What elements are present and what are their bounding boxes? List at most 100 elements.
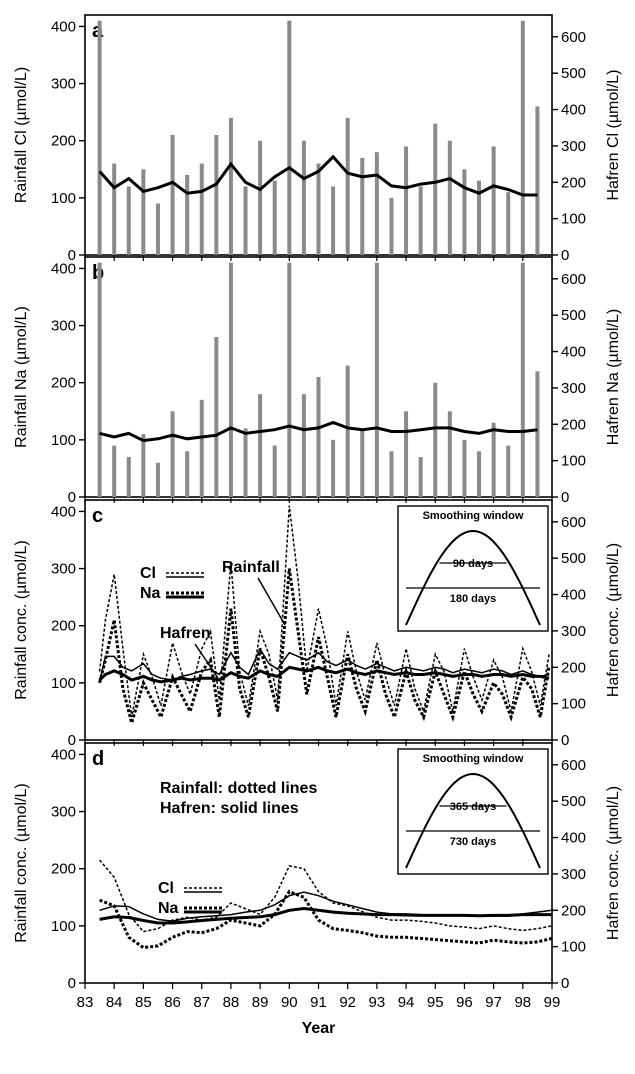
- x-axis-label: Year: [302, 1020, 336, 1037]
- right-tick-label: 400: [561, 344, 586, 361]
- rainfall-bar: [112, 445, 117, 497]
- right-tick-label: 600: [561, 29, 586, 46]
- left-tick-label: 100: [51, 432, 76, 449]
- x-tick-label: 84: [106, 994, 123, 1011]
- rainfall-bar: [389, 197, 394, 255]
- right-tick-label: 100: [561, 211, 586, 228]
- smoothing-window-inset: Smoothing window 365 days 730 days: [397, 748, 549, 875]
- left-axis-label: Rainfall conc. (µmol/L): [13, 540, 30, 700]
- inset-outer-label: 180 days: [450, 593, 496, 605]
- right-tick-label: 600: [561, 514, 586, 531]
- rainfall-bar: [155, 462, 160, 497]
- rainfall-bar: [141, 169, 146, 255]
- right-axis-label: Hafren Cl (µmol/L): [605, 69, 622, 200]
- panel-b: 0 100 200 300 400 0 100 200 300 400 500 600 Rainfall…: [13, 256, 622, 506]
- plot-area: [97, 262, 540, 497]
- rainfall-bar: [126, 457, 131, 497]
- inset-outer-label: 730 days: [450, 836, 496, 848]
- x-tick-label: 98: [514, 994, 531, 1011]
- rainfall-bar: [535, 371, 540, 497]
- rainfall-bar: [447, 411, 452, 497]
- x-tick-label: 97: [485, 994, 502, 1011]
- inset-inner-label: 90 days: [453, 558, 493, 570]
- rainfall-bar: [345, 365, 350, 497]
- left-tick-label: 300: [51, 318, 76, 335]
- rainfall-bar: [258, 394, 263, 497]
- x-tick-label: 96: [456, 994, 473, 1011]
- plot-area: [97, 20, 540, 255]
- rainfall-bar: [228, 262, 233, 497]
- series-line-rainfall-na: [99, 889, 552, 950]
- rainfall-bar: [272, 445, 277, 497]
- rainfall-bar: [199, 163, 204, 255]
- left-tick-label: 0: [68, 247, 76, 264]
- rainfall-bar: [214, 337, 219, 497]
- rainfall-bar: [477, 180, 482, 255]
- series-line-hafren-na: [98, 665, 550, 684]
- rainfall-bar: [462, 439, 467, 497]
- rainfall-bar: [360, 157, 365, 255]
- rainfall-bar: [404, 146, 409, 255]
- left-tick-label: 400: [51, 503, 76, 520]
- panel-d: 0 100 200 300 400 0 100 200 300 400 500 600 Rainfall…: [13, 742, 622, 1037]
- rainfall-bar: [491, 422, 496, 497]
- annotation-arrow: [257, 577, 286, 626]
- series-line-hafren-na: [99, 906, 552, 925]
- left-tick-label: 400: [51, 260, 76, 277]
- rainfall-bar: [331, 186, 336, 255]
- legend-label: Na: [158, 900, 179, 917]
- right-tick-label: 400: [561, 102, 586, 119]
- rainfall-bar: [185, 175, 190, 255]
- annotation-rainfall: Rainfall: [222, 559, 280, 576]
- rainfall-bar: [97, 20, 102, 255]
- rainfall-bar: [462, 169, 467, 255]
- rainfall-bar: [535, 106, 540, 255]
- left-tick-label: 0: [68, 489, 76, 506]
- x-tick-label: 94: [398, 994, 415, 1011]
- rainfall-bar: [520, 20, 525, 255]
- left-axis-label: Rainfall Cl (µmol/L): [13, 67, 30, 203]
- right-tick-label: 100: [561, 696, 586, 713]
- right-tick-label: 600: [561, 271, 586, 288]
- right-tick-label: 400: [561, 830, 586, 847]
- rainfall-bar: [243, 428, 248, 497]
- rainfall-bar: [447, 140, 452, 255]
- x-tick-label: 87: [193, 994, 210, 1011]
- window-curve: [405, 529, 541, 626]
- right-tick-label: 500: [561, 550, 586, 567]
- rainfall-bar: [418, 457, 423, 497]
- rainfall-bar: [374, 262, 379, 497]
- x-tick-label: 90: [281, 994, 298, 1011]
- x-tick-label: 92: [339, 994, 356, 1011]
- panel-letter: d: [92, 748, 104, 770]
- panel-letter: c: [92, 505, 103, 527]
- rainfall-bar: [258, 140, 263, 255]
- rainfall-bar: [433, 123, 438, 255]
- left-tick-label: 200: [51, 618, 76, 635]
- panel-c: 0 100 200 300 400 0 100 200 300 400 500 600 Rainfall…: [13, 499, 622, 749]
- annotation-arrow: [194, 643, 219, 679]
- x-tick-label: 85: [135, 994, 152, 1011]
- x-tick-label: 86: [164, 994, 181, 1011]
- rainfall-bar: [126, 186, 131, 255]
- left-tick-label: 300: [51, 804, 76, 821]
- right-axis-label: Hafren conc. (µmol/L): [605, 786, 622, 940]
- series-line-hafren-cl: [98, 154, 538, 197]
- smoothing-window-inset: Smoothing window 90 days 180 days: [397, 505, 549, 632]
- window-curve: [405, 772, 541, 869]
- rainfall-bar: [506, 445, 511, 497]
- rainfall-bar: [272, 180, 277, 255]
- rainfall-bar: [374, 152, 379, 255]
- rainfall-bar: [112, 163, 117, 255]
- legend-label: Na: [140, 585, 161, 602]
- rainfall-bar: [520, 262, 525, 497]
- rainfall-bar: [228, 117, 233, 255]
- legend-label: Cl: [158, 880, 174, 897]
- inset-frame: [397, 505, 549, 632]
- right-tick-label: 300: [561, 866, 586, 883]
- rainfall-bar: [477, 451, 482, 497]
- left-tick-label: 300: [51, 561, 76, 578]
- rainfall-bar: [301, 394, 306, 497]
- x-tick-label: 83: [77, 994, 94, 1011]
